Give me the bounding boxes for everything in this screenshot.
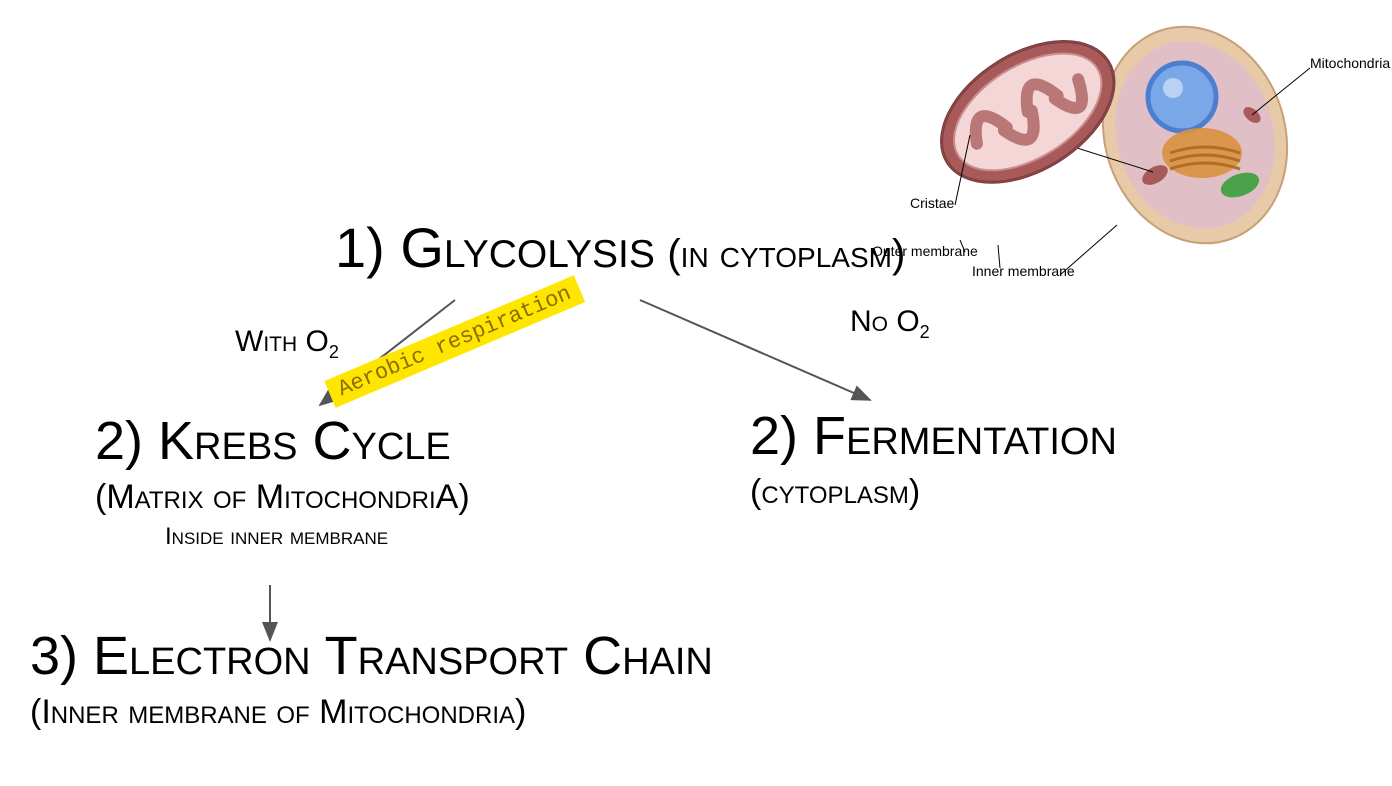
label-cristae: Cristae (910, 195, 954, 211)
cell-illustration (1075, 3, 1314, 268)
no-o2-sub: 2 (920, 322, 930, 342)
callout-lines (1020, 68, 1310, 275)
krebs-location: (Matrix of MitochondriA) (95, 478, 470, 517)
fermentation-location: (cytoplasm) (750, 473, 1117, 512)
mitochondrion-illustration (916, 12, 1139, 211)
diagram-canvas: Mitochondria Cristae Outer membrane Inne… (0, 0, 1392, 786)
with-o2-sub: 2 (329, 342, 339, 362)
label-inner-membrane: Inner membrane (972, 263, 1075, 279)
no-o2-text: No O (850, 305, 920, 338)
fermentation-title: 2) Fermentation (750, 405, 1117, 467)
glycolysis-location: (in cytoplasm) (667, 232, 905, 276)
highlight-aerobic: Aerobic respiration (324, 275, 585, 408)
label-with-o2: With O2 (235, 325, 339, 363)
step-krebs: 2) Krebs Cycle (Matrix of MitochondriA) … (95, 410, 470, 551)
with-o2-text: With O (235, 325, 329, 358)
etc-title: 3) Electron Transport Chain (30, 625, 713, 687)
krebs-caption: Inside inner membrane (165, 523, 470, 551)
krebs-title: 2) Krebs Cycle (95, 410, 470, 472)
step-fermentation: 2) Fermentation (cytoplasm) (750, 405, 1117, 512)
label-no-o2: No O2 (850, 305, 930, 343)
etc-location: (Inner membrane of Mitochondria) (30, 693, 713, 732)
glycolysis-title: 1) Glycolysis (335, 216, 655, 279)
step-glycolysis: 1) Glycolysis (in cytoplasm) (335, 215, 905, 280)
step-etc: 3) Electron Transport Chain (Inner membr… (30, 625, 713, 732)
arrow-to-fermentation (640, 300, 870, 400)
label-mitochondria: Mitochondria (1310, 55, 1390, 71)
